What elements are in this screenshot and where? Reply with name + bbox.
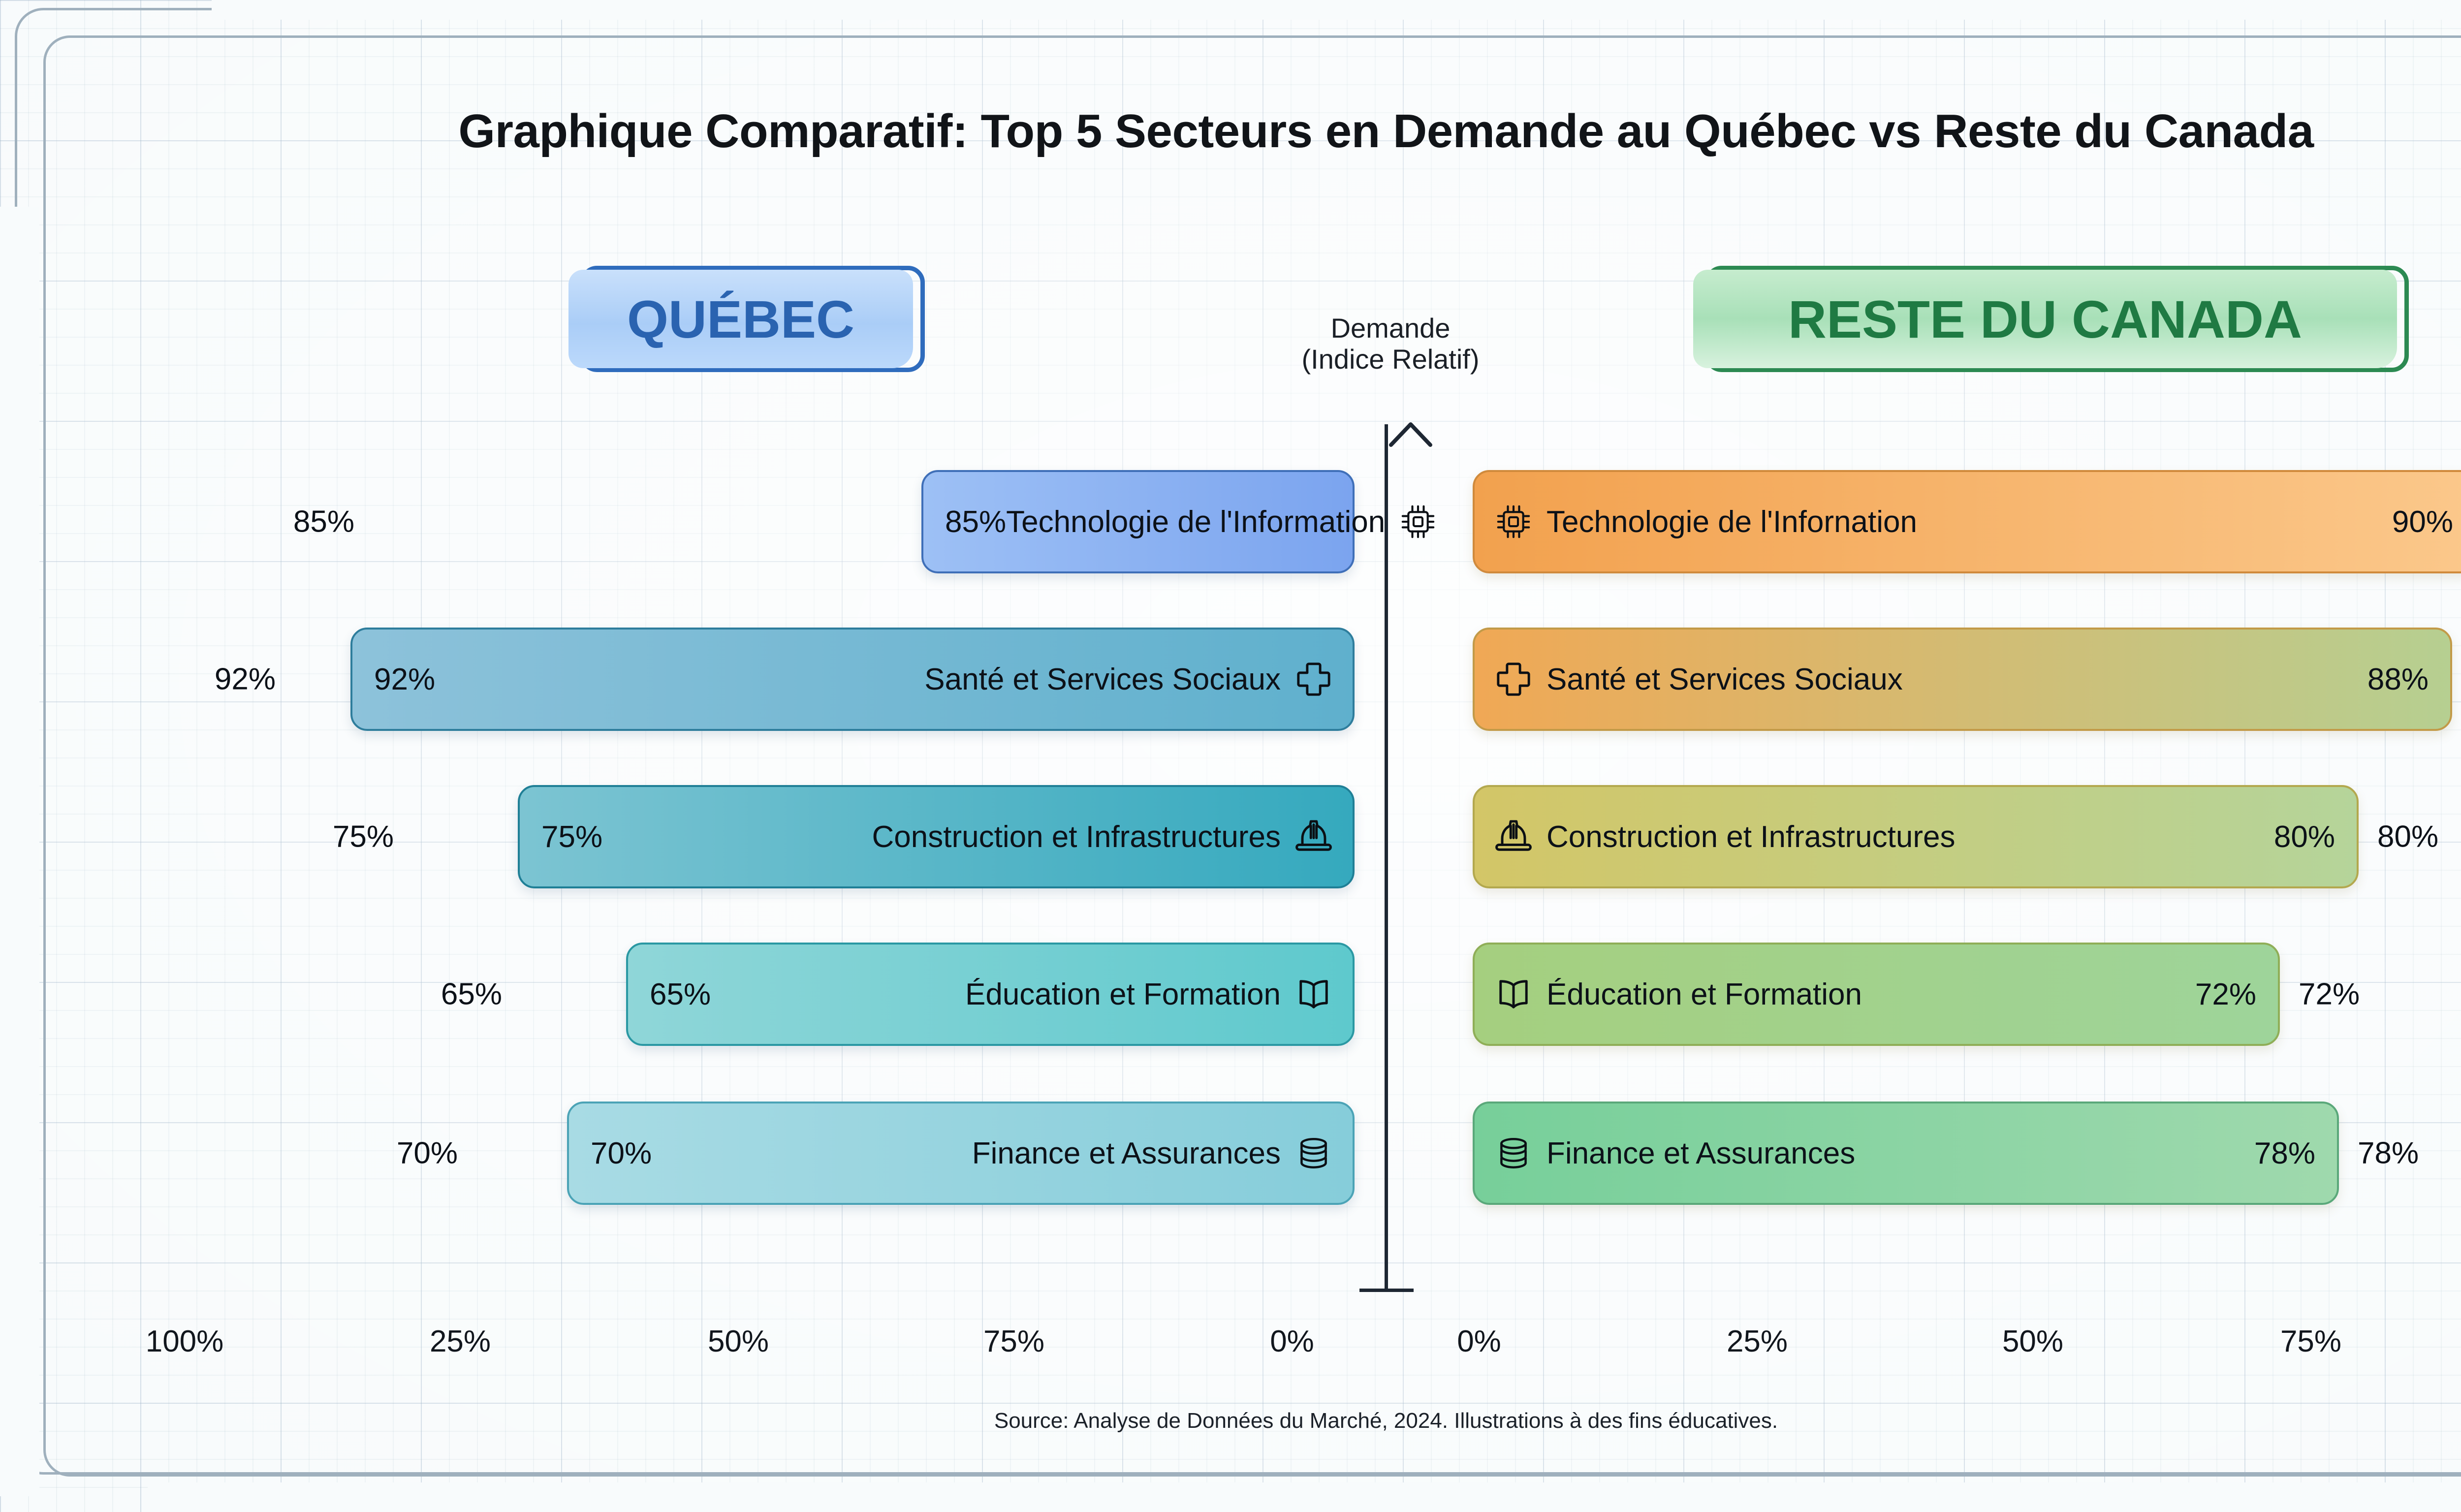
value-label-outside-canada: 78% <box>2358 1136 2419 1170</box>
bar-canada[interactable]: Santé et Services Sociaux 88% <box>1473 628 2452 731</box>
frame-mask-left <box>0 207 39 1496</box>
bar-canada[interactable]: Éducation et Formation 72% <box>1473 943 2280 1046</box>
decorative-inner-frame <box>43 35 2461 1477</box>
value-label-inside-quebec: 75% <box>541 819 603 854</box>
open-book-icon <box>1294 974 1334 1014</box>
value-label-inside-canada: 90% <box>2392 504 2453 539</box>
bar-quebec[interactable]: 75% Construction et Infrastructures <box>518 785 1355 888</box>
sector-label-quebec: Éducation et Formation <box>965 977 1281 1011</box>
sector-label-canada: Santé et Services Sociaux <box>1546 662 1903 696</box>
bar-label-group-quebec: Éducation et Formation <box>965 974 1334 1014</box>
value-label-outside-quebec: 75% <box>332 819 394 854</box>
value-label-inside-quebec: 70% <box>591 1136 652 1170</box>
axis-title-line1: Demande <box>1330 313 1451 344</box>
sector-label-canada: Construction et Infrastructures <box>1546 819 1956 854</box>
bar-label-group-canada: Éducation et Formation <box>1493 974 1862 1014</box>
bar-label-group-quebec: Santé et Services Sociaux <box>924 659 1334 699</box>
frame-mask-bottom <box>148 1482 2461 1512</box>
legend-badge-quebec-label: QUÉBEC <box>627 289 855 349</box>
bar-label-group-quebec: Technologie de l'Information <box>1006 502 1438 542</box>
bar-canada[interactable]: Construction et Infrastructures 80% <box>1473 785 2359 888</box>
bar-label-group-canada: Technologie de l'Infornation <box>1493 502 1917 542</box>
axis-ticks-left: 100% 25% 50% 75% 0% <box>0 1324 2461 1363</box>
sector-label-quebec: Construction et Infrastructures <box>872 819 1281 854</box>
bar-quebec[interactable]: 85% Technologie de l'Information <box>921 470 1435 573</box>
value-label-outside-quebec: 92% <box>214 662 276 696</box>
frame-mask-top <box>212 0 2461 20</box>
axis-tick-left: 100% <box>145 1324 224 1358</box>
axis-title-line2: (Indice Relatif) <box>1301 343 1480 375</box>
bar-row: 85% 85% Technologie de l'Information Techno… <box>0 470 2461 573</box>
sector-label-quebec: Santé et Services Sociaux <box>924 662 1281 696</box>
axis-ticks-right: 0% 25% 50% 75% 100% <box>0 1324 2461 1363</box>
value-label-inside-quebec: 65% <box>650 977 711 1011</box>
bar-row: 65% 65% Éducation et Formation Éducation et… <box>0 943 2461 1046</box>
bar-row: 92% 92% Santé et Services Sociaux Santé et … <box>0 628 2461 731</box>
cpu-chip-icon <box>1493 502 1534 542</box>
axis-tick-left: 75% <box>983 1324 1045 1358</box>
bar-label-group-canada: Finance et Assurances <box>1493 1133 1855 1173</box>
value-label-inside-canada: 72% <box>2195 977 2256 1011</box>
axis-tick-right: 75% <box>2280 1324 2342 1358</box>
bar-canada[interactable]: Technologie de l'Infornation 90% <box>1473 470 2461 573</box>
axis-tick-left: 0% <box>1270 1324 1314 1358</box>
cpu-chip-icon <box>1398 502 1438 542</box>
value-label-inside-quebec: 92% <box>374 662 436 696</box>
legend-badge-canada: RESTE DU CANADA <box>1693 266 2409 372</box>
sector-label-quebec: Technologie de l'Information <box>1006 504 1386 539</box>
sector-label-quebec: Finance et Assurances <box>972 1136 1281 1170</box>
medical-cross-icon <box>1294 659 1334 699</box>
legend-badge-canada-label: RESTE DU CANADA <box>1788 289 2303 349</box>
bar-canada[interactable]: Finance et Assurances 78% <box>1473 1102 2339 1205</box>
value-label-inside-quebec: 85% <box>945 504 1007 539</box>
value-label-inside-canada: 80% <box>2273 819 2335 854</box>
bar-quebec[interactable]: 92% Santé et Services Sociaux <box>350 628 1355 731</box>
hard-hat-icon <box>1294 817 1334 857</box>
axis-tick-right: 50% <box>2002 1324 2064 1358</box>
bar-label-group-quebec: Construction et Infrastructures <box>872 817 1334 857</box>
center-axis-line <box>1385 424 1388 1292</box>
bar-row: 70% 70% Finance et Assurances Finance et As… <box>0 1102 2461 1205</box>
source-note: Source: Analyse de Données du Marché, 20… <box>994 1409 1778 1433</box>
sector-label-canada: Éducation et Formation <box>1546 977 1862 1011</box>
coins-stack-icon <box>1493 1133 1534 1173</box>
sector-label-canada: Finance et Assurances <box>1546 1136 1856 1170</box>
open-book-icon <box>1493 974 1534 1014</box>
axis-tick-left: 25% <box>429 1324 491 1358</box>
coins-stack-icon <box>1294 1133 1334 1173</box>
value-label-outside-quebec: 70% <box>396 1136 458 1170</box>
axis-tick-left: 50% <box>707 1324 769 1358</box>
value-label-outside-quebec: 65% <box>441 977 502 1011</box>
axis-tick-right: 0% <box>1457 1324 1501 1358</box>
bar-quebec[interactable]: 65% Éducation et Formation <box>626 943 1355 1046</box>
hard-hat-icon <box>1493 817 1534 857</box>
bar-label-group-canada: Santé et Services Sociaux <box>1493 659 1903 699</box>
bar-quebec[interactable]: 70% Finance et Assurances <box>567 1102 1355 1205</box>
value-label-outside-canada: 72% <box>2299 977 2360 1011</box>
value-label-inside-canada: 78% <box>2254 1136 2315 1170</box>
value-label-inside-canada: 88% <box>2367 662 2429 696</box>
bar-label-group-canada: Construction et Infrastructures <box>1493 817 1955 857</box>
chart-title: Graphique Comparatif: Top 5 Secteurs en … <box>458 105 2314 158</box>
legend-badge-quebec: QUÉBEC <box>568 266 925 372</box>
axis-base-tick <box>1359 1289 1414 1292</box>
bar-row: 75% 75% Construction et Infrastructures Con… <box>0 785 2461 888</box>
value-label-outside-quebec: 85% <box>293 504 354 539</box>
sector-label-canada: Technologie de l'Infornation <box>1546 504 1917 539</box>
value-label-outside-canada: 80% <box>2377 819 2439 854</box>
bar-label-group-quebec: Finance et Assurances <box>972 1133 1334 1173</box>
medical-cross-icon <box>1493 659 1534 699</box>
axis-title: Demande (Indice Relatif) <box>1253 313 1528 375</box>
axis-tick-right: 25% <box>1726 1324 1788 1358</box>
